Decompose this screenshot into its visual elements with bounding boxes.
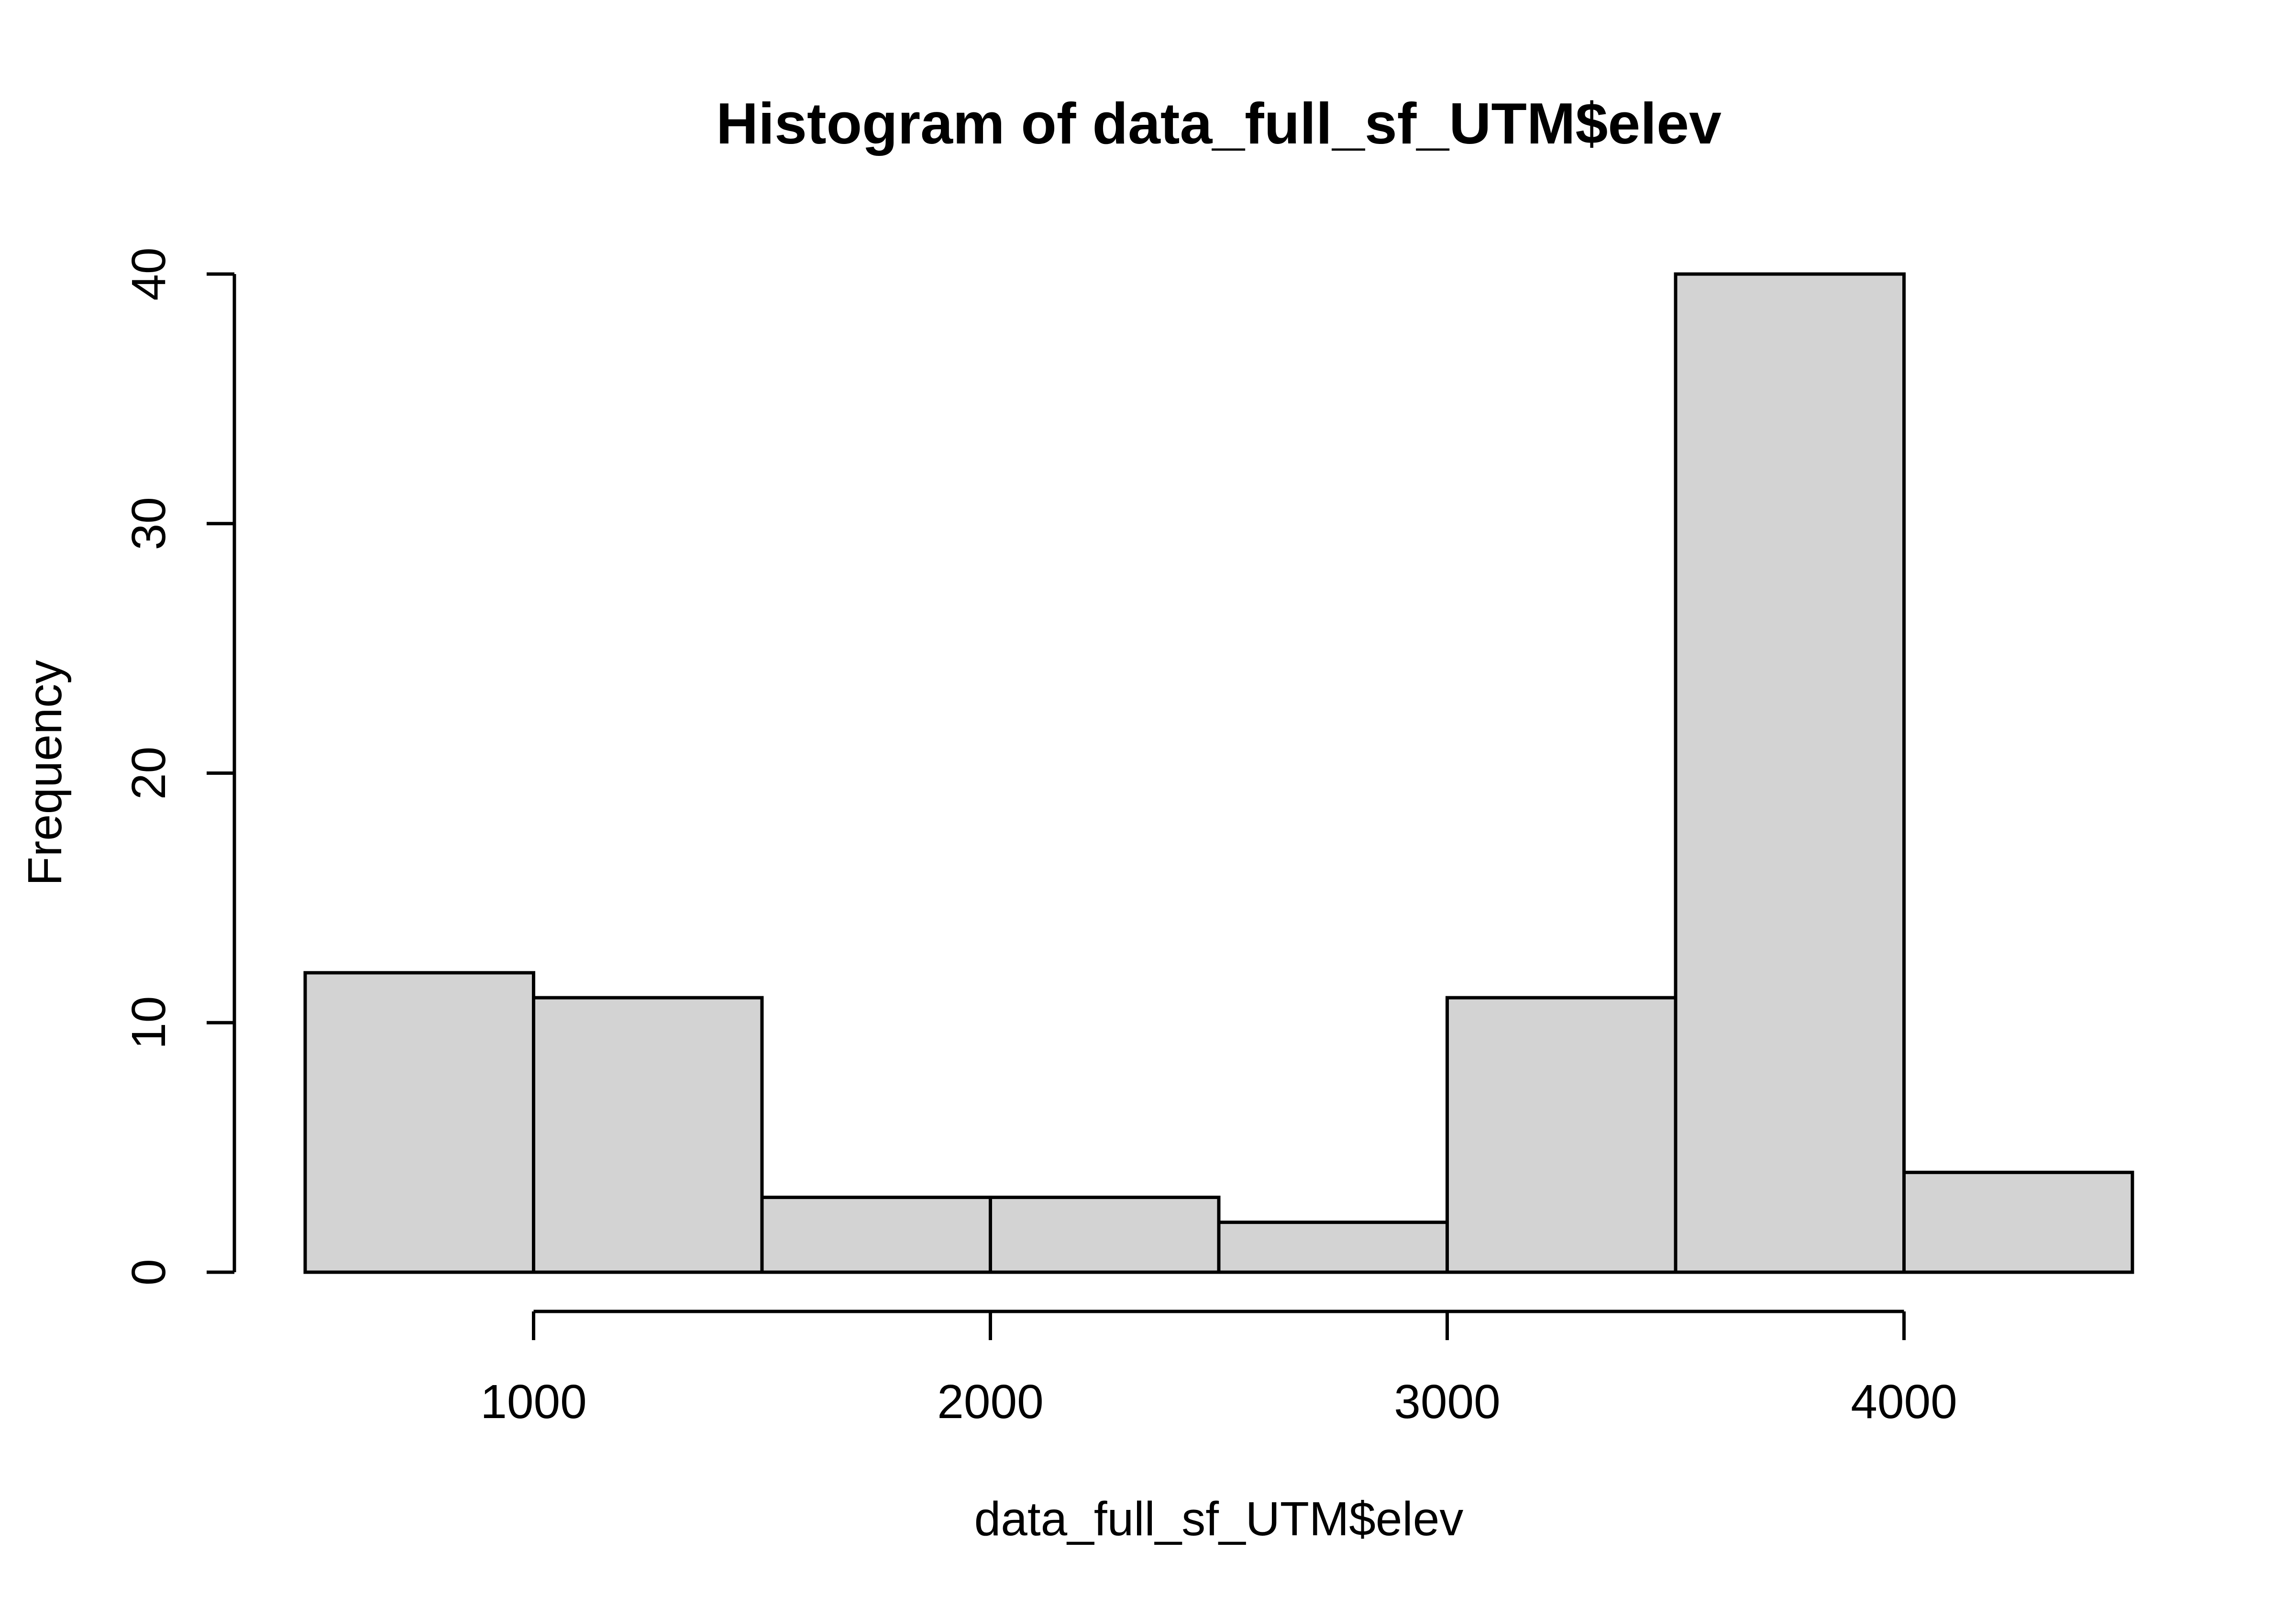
x-tick-label: 3000 xyxy=(1394,1375,1500,1429)
histogram-bar xyxy=(1902,1170,2134,1274)
x-axis-label: data_full_sf_UTM$elev xyxy=(974,1492,1464,1546)
histogram-bar xyxy=(760,1195,992,1274)
x-tick-label: 1000 xyxy=(480,1375,586,1429)
histogram-bar xyxy=(989,1195,1221,1274)
y-tick-label: 40 xyxy=(122,247,176,300)
y-tick-label: 0 xyxy=(122,1259,176,1286)
histogram-bar xyxy=(532,996,764,1274)
x-tick-label: 4000 xyxy=(1851,1375,1957,1429)
y-tick-label: 20 xyxy=(122,747,176,800)
axes-group: 1000 2000 3000 4000 0 10 20 30 40 xyxy=(122,247,1957,1429)
histogram-bar xyxy=(1217,1221,1449,1274)
histogram-bar xyxy=(303,971,535,1274)
histogram-bar xyxy=(1446,996,1678,1274)
bars-group xyxy=(303,272,2134,1274)
y-axis-label: Frequency xyxy=(18,660,72,886)
y-tick-label: 30 xyxy=(122,497,176,550)
chart-title: Histogram of data_full_sf_UTM$elev xyxy=(716,91,1722,156)
x-tick-label: 2000 xyxy=(937,1375,1043,1429)
histogram-bar xyxy=(1674,272,1906,1274)
y-tick-label: 10 xyxy=(122,996,176,1049)
